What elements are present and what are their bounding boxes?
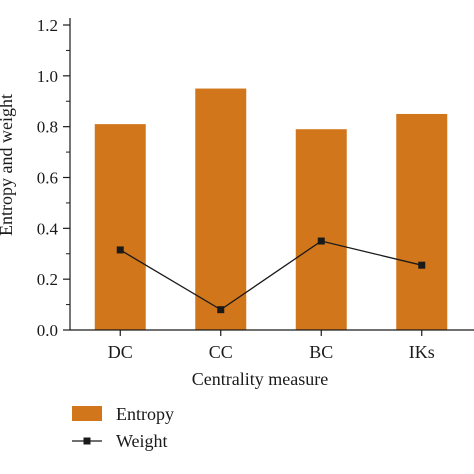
y-tick-label: 1.0 <box>37 67 58 86</box>
y-axis: 0.0 0.2 0.4 0.6 0.8 1.0 1.2 <box>37 16 71 340</box>
weight-point-dc <box>116 246 124 254</box>
y-axis-title: Entropy and weight <box>0 94 16 236</box>
legend: Entropy Weight <box>72 404 174 451</box>
y-tick-label: 0.6 <box>37 169 58 188</box>
legend-label-entropy: Entropy <box>116 404 174 424</box>
x-tick-label-cc: CC <box>209 342 233 362</box>
bar-series-entropy <box>94 88 448 331</box>
y-tick-label: 0.0 <box>37 321 58 340</box>
weight-point-cc <box>217 306 225 314</box>
bar-bc <box>295 129 347 330</box>
weight-point-iks <box>418 261 426 269</box>
y-tick-label: 0.2 <box>37 270 58 289</box>
bar-iks <box>396 113 448 330</box>
y-tick-label: 1.2 <box>37 16 58 35</box>
legend-label-weight: Weight <box>116 431 168 451</box>
weight-point-bc <box>317 237 325 245</box>
x-axis: DC CC BC IKs <box>70 329 474 362</box>
x-tick-label-bc: BC <box>309 342 333 362</box>
line-series-weight <box>116 237 426 314</box>
y-tick-label: 0.4 <box>37 219 59 238</box>
y-tick-label: 0.8 <box>37 118 58 137</box>
bar-cc <box>195 88 247 331</box>
weight-line <box>119 240 422 311</box>
x-axis-title: Centrality measure <box>192 369 328 389</box>
legend-swatch-weight-marker <box>83 437 91 445</box>
legend-swatch-entropy <box>72 406 102 421</box>
bar-dc <box>94 124 146 330</box>
x-tick-label-dc: DC <box>108 342 133 362</box>
x-tick-label-iks: IKs <box>409 342 435 362</box>
